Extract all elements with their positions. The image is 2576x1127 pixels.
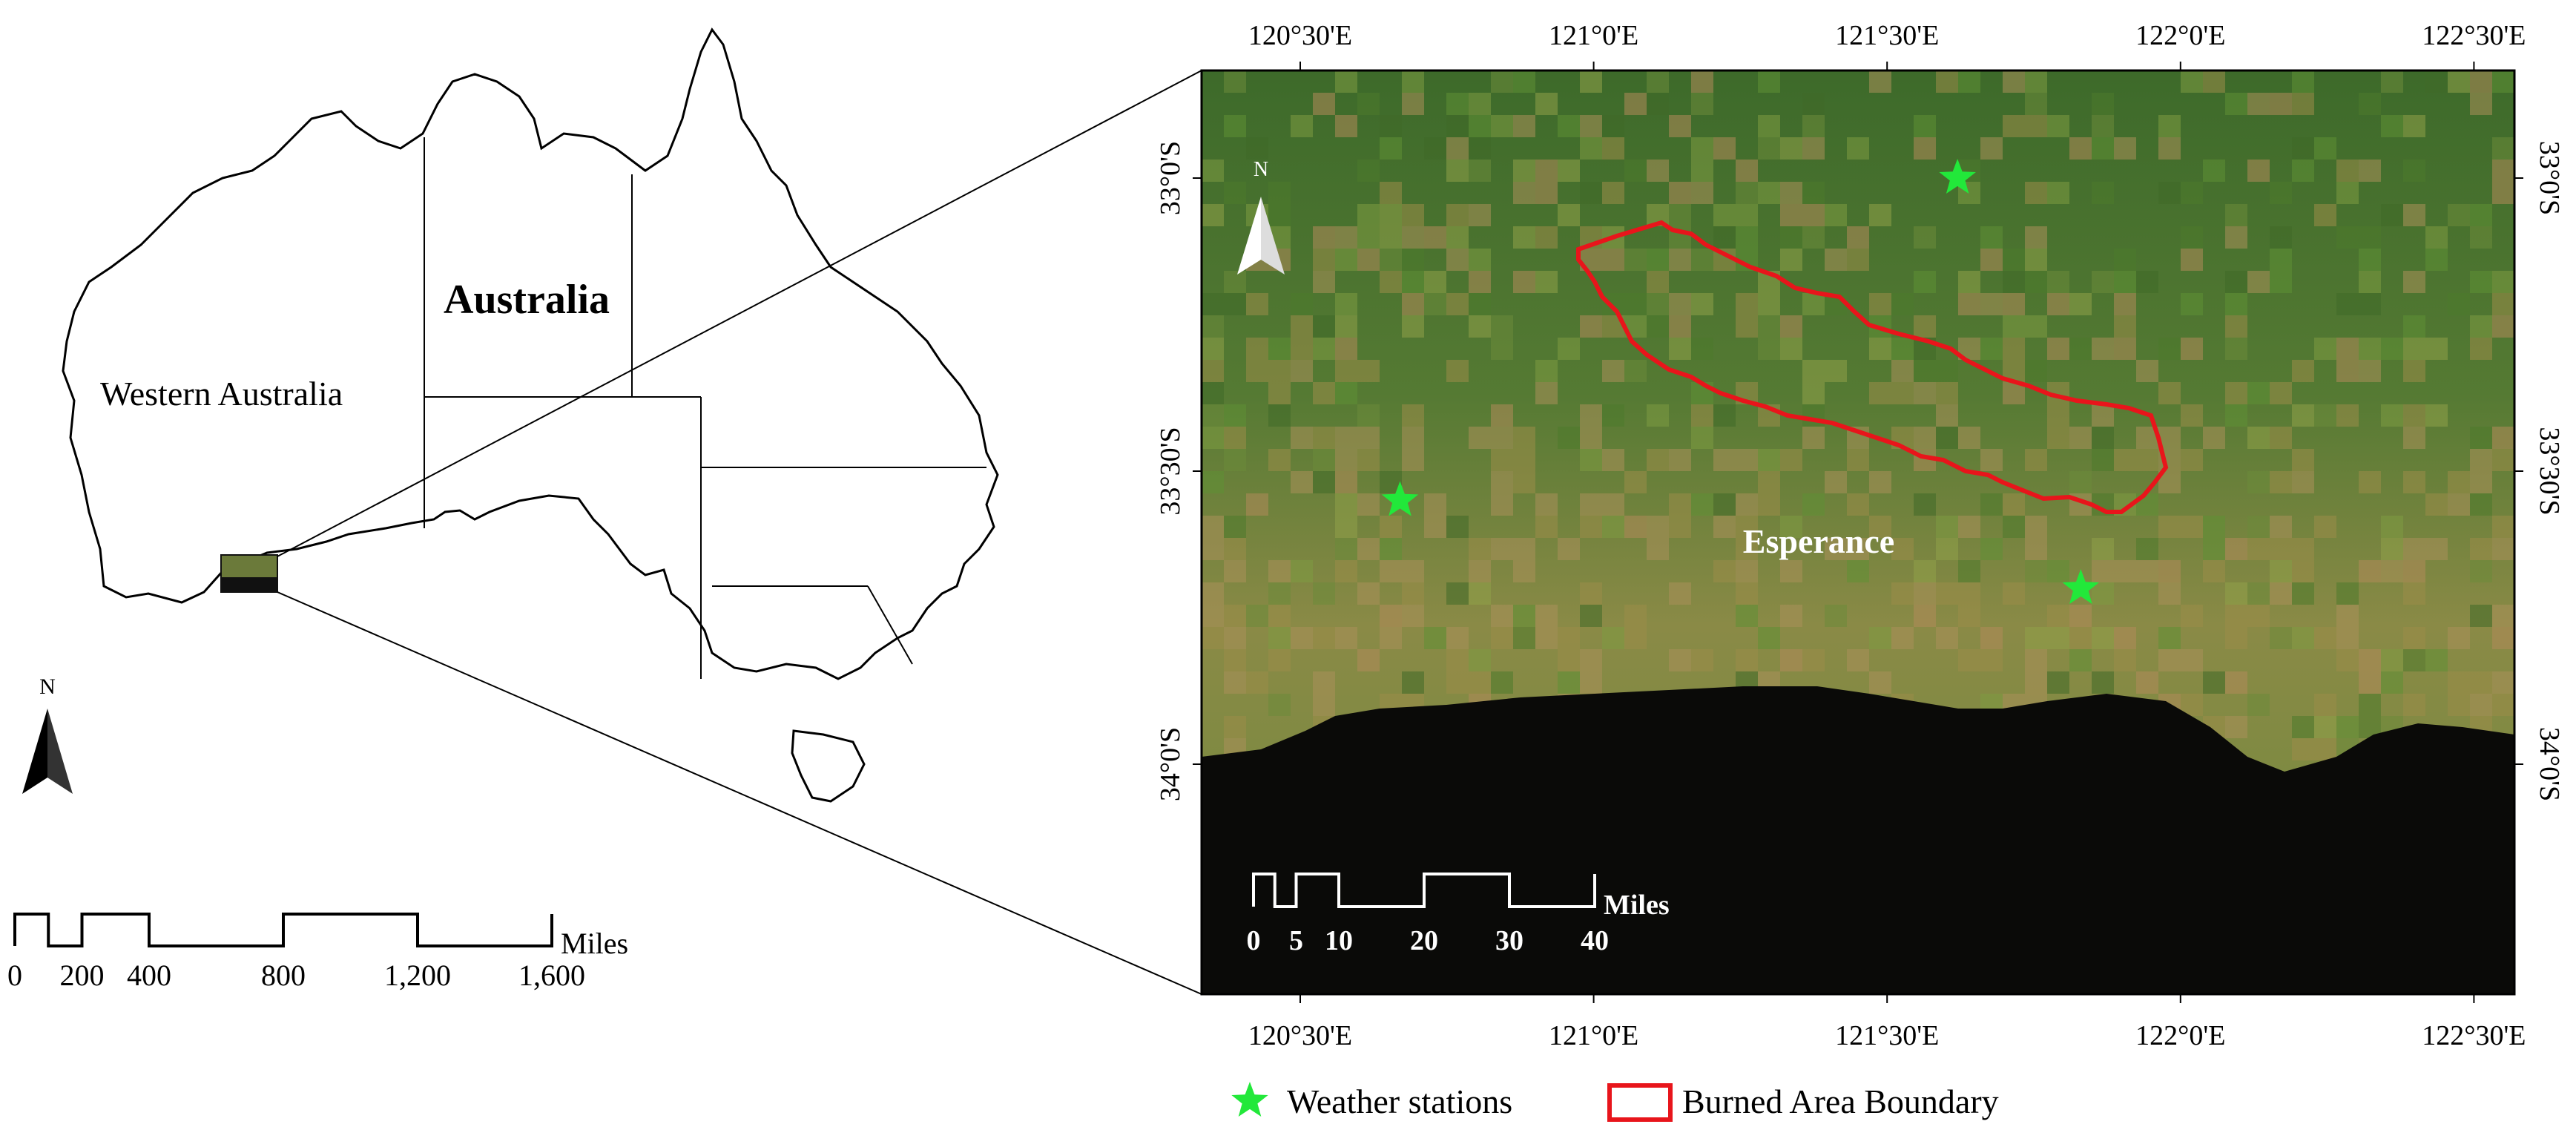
- scale-tick-label: 30: [1495, 925, 1523, 956]
- bottom-tick-label: 122°0'E: [2135, 1020, 2225, 1051]
- scale-bar-line: [1252, 873, 1596, 908]
- scale-tick-label: 0: [1247, 925, 1261, 956]
- legend: Weather stations Burned Area Boundary: [1231, 1082, 1999, 1122]
- scale-tick-label: 10: [1325, 925, 1353, 956]
- overview-map: Australia Western Australia N 0 200 400 800…: [7, 27, 1202, 995]
- top-tick-label: 120°30'E: [1248, 20, 1352, 51]
- overview-north-arrow: N: [22, 674, 73, 794]
- detail-scale-bar: 0 5 10 20 30 40 Miles: [1247, 873, 1670, 956]
- station-marker: [2062, 569, 2099, 604]
- scale-tick-label: 0: [7, 959, 22, 992]
- country-label: Australia: [444, 277, 610, 323]
- left-tick-label: 33°30'S: [1155, 427, 1186, 515]
- legend-burned-icon: [1607, 1083, 1673, 1122]
- legend-station-icon: [1231, 1082, 1268, 1117]
- scale-tick-label: 1,600: [518, 959, 585, 992]
- top-tick-label: 121°30'E: [1835, 20, 1939, 51]
- tasmania-outline: [791, 729, 866, 803]
- scale-bar-line: [13, 913, 553, 947]
- scale-tick-label: 1,200: [384, 959, 451, 992]
- scale-tick-label: 5: [1289, 925, 1303, 956]
- legend-burned-label: Burned Area Boundary: [1682, 1082, 1999, 1120]
- bottom-tick-label: 121°0'E: [1549, 1020, 1638, 1051]
- connector-top: [277, 70, 1202, 557]
- station-marker: [1381, 481, 1419, 516]
- scale-tick-label: 20: [1410, 925, 1438, 956]
- scale-unit-label: Miles: [561, 927, 628, 960]
- detail-map: Esperance N 0 5 10 20 30 40 Miles 120°30'E 121°…: [1155, 20, 2565, 1051]
- scale-tick-label: 200: [60, 959, 105, 992]
- ocean: [1202, 686, 2514, 994]
- bottom-tick-label: 121°30'E: [1835, 1020, 1939, 1051]
- station-marker: [1939, 159, 1976, 194]
- state-borders: [424, 137, 986, 679]
- state-label: Western Australia: [100, 375, 343, 413]
- australia-outline: [62, 27, 999, 680]
- left-tick-label: 33°0'S: [1155, 141, 1186, 215]
- top-tick-label: 121°0'E: [1549, 20, 1638, 51]
- detail-north-arrow: N: [1237, 158, 1285, 275]
- study-area-ocean: [221, 577, 277, 592]
- top-tick-label: 122°30'E: [2422, 20, 2526, 51]
- left-tick-label: 34°0'S: [1155, 727, 1186, 801]
- scale-tick-label: 40: [1581, 925, 1609, 956]
- coordinate-ticks: 120°30'E 121°0'E 121°30'E 122°0'E 122°30'E 12…: [1155, 20, 2565, 1051]
- bottom-tick-label: 122°30'E: [2422, 1020, 2526, 1051]
- scale-tick-label: 800: [261, 959, 306, 992]
- scale-tick-label: 400: [127, 959, 171, 992]
- top-tick-label: 122°0'E: [2135, 20, 2225, 51]
- connector-bottom: [277, 591, 1202, 995]
- bottom-tick-label: 120°30'E: [1248, 1020, 1352, 1051]
- right-tick-label: 34°0'S: [2534, 727, 2565, 801]
- overview-north-label: N: [39, 674, 56, 699]
- place-label: Esperance: [1743, 522, 1894, 560]
- right-tick-label: 33°0'S: [2534, 141, 2565, 215]
- burned-area-boundary: [1576, 220, 2169, 514]
- legend-stations-label: Weather stations: [1287, 1082, 1512, 1120]
- detail-north-label: N: [1254, 158, 1268, 181]
- detail-frame: [1200, 69, 2516, 996]
- right-tick-label: 33°30'S: [2534, 427, 2565, 515]
- weather-stations: [1381, 159, 2099, 604]
- scale-unit-label: Miles: [1604, 890, 1670, 921]
